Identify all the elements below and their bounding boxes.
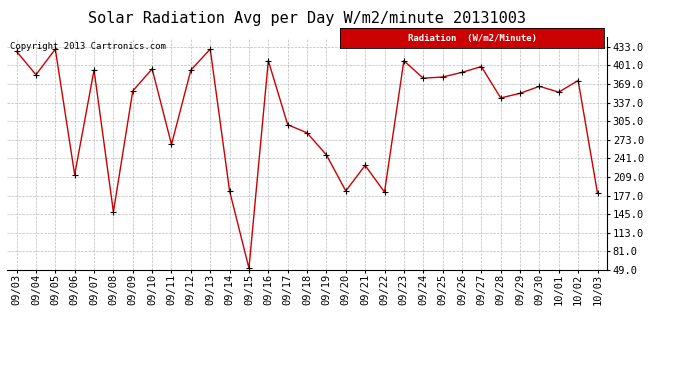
Title: Solar Radiation Avg per Day W/m2/minute 20131003: Solar Radiation Avg per Day W/m2/minute … — [88, 10, 526, 26]
Text: Copyright 2013 Cartronics.com: Copyright 2013 Cartronics.com — [10, 42, 166, 51]
